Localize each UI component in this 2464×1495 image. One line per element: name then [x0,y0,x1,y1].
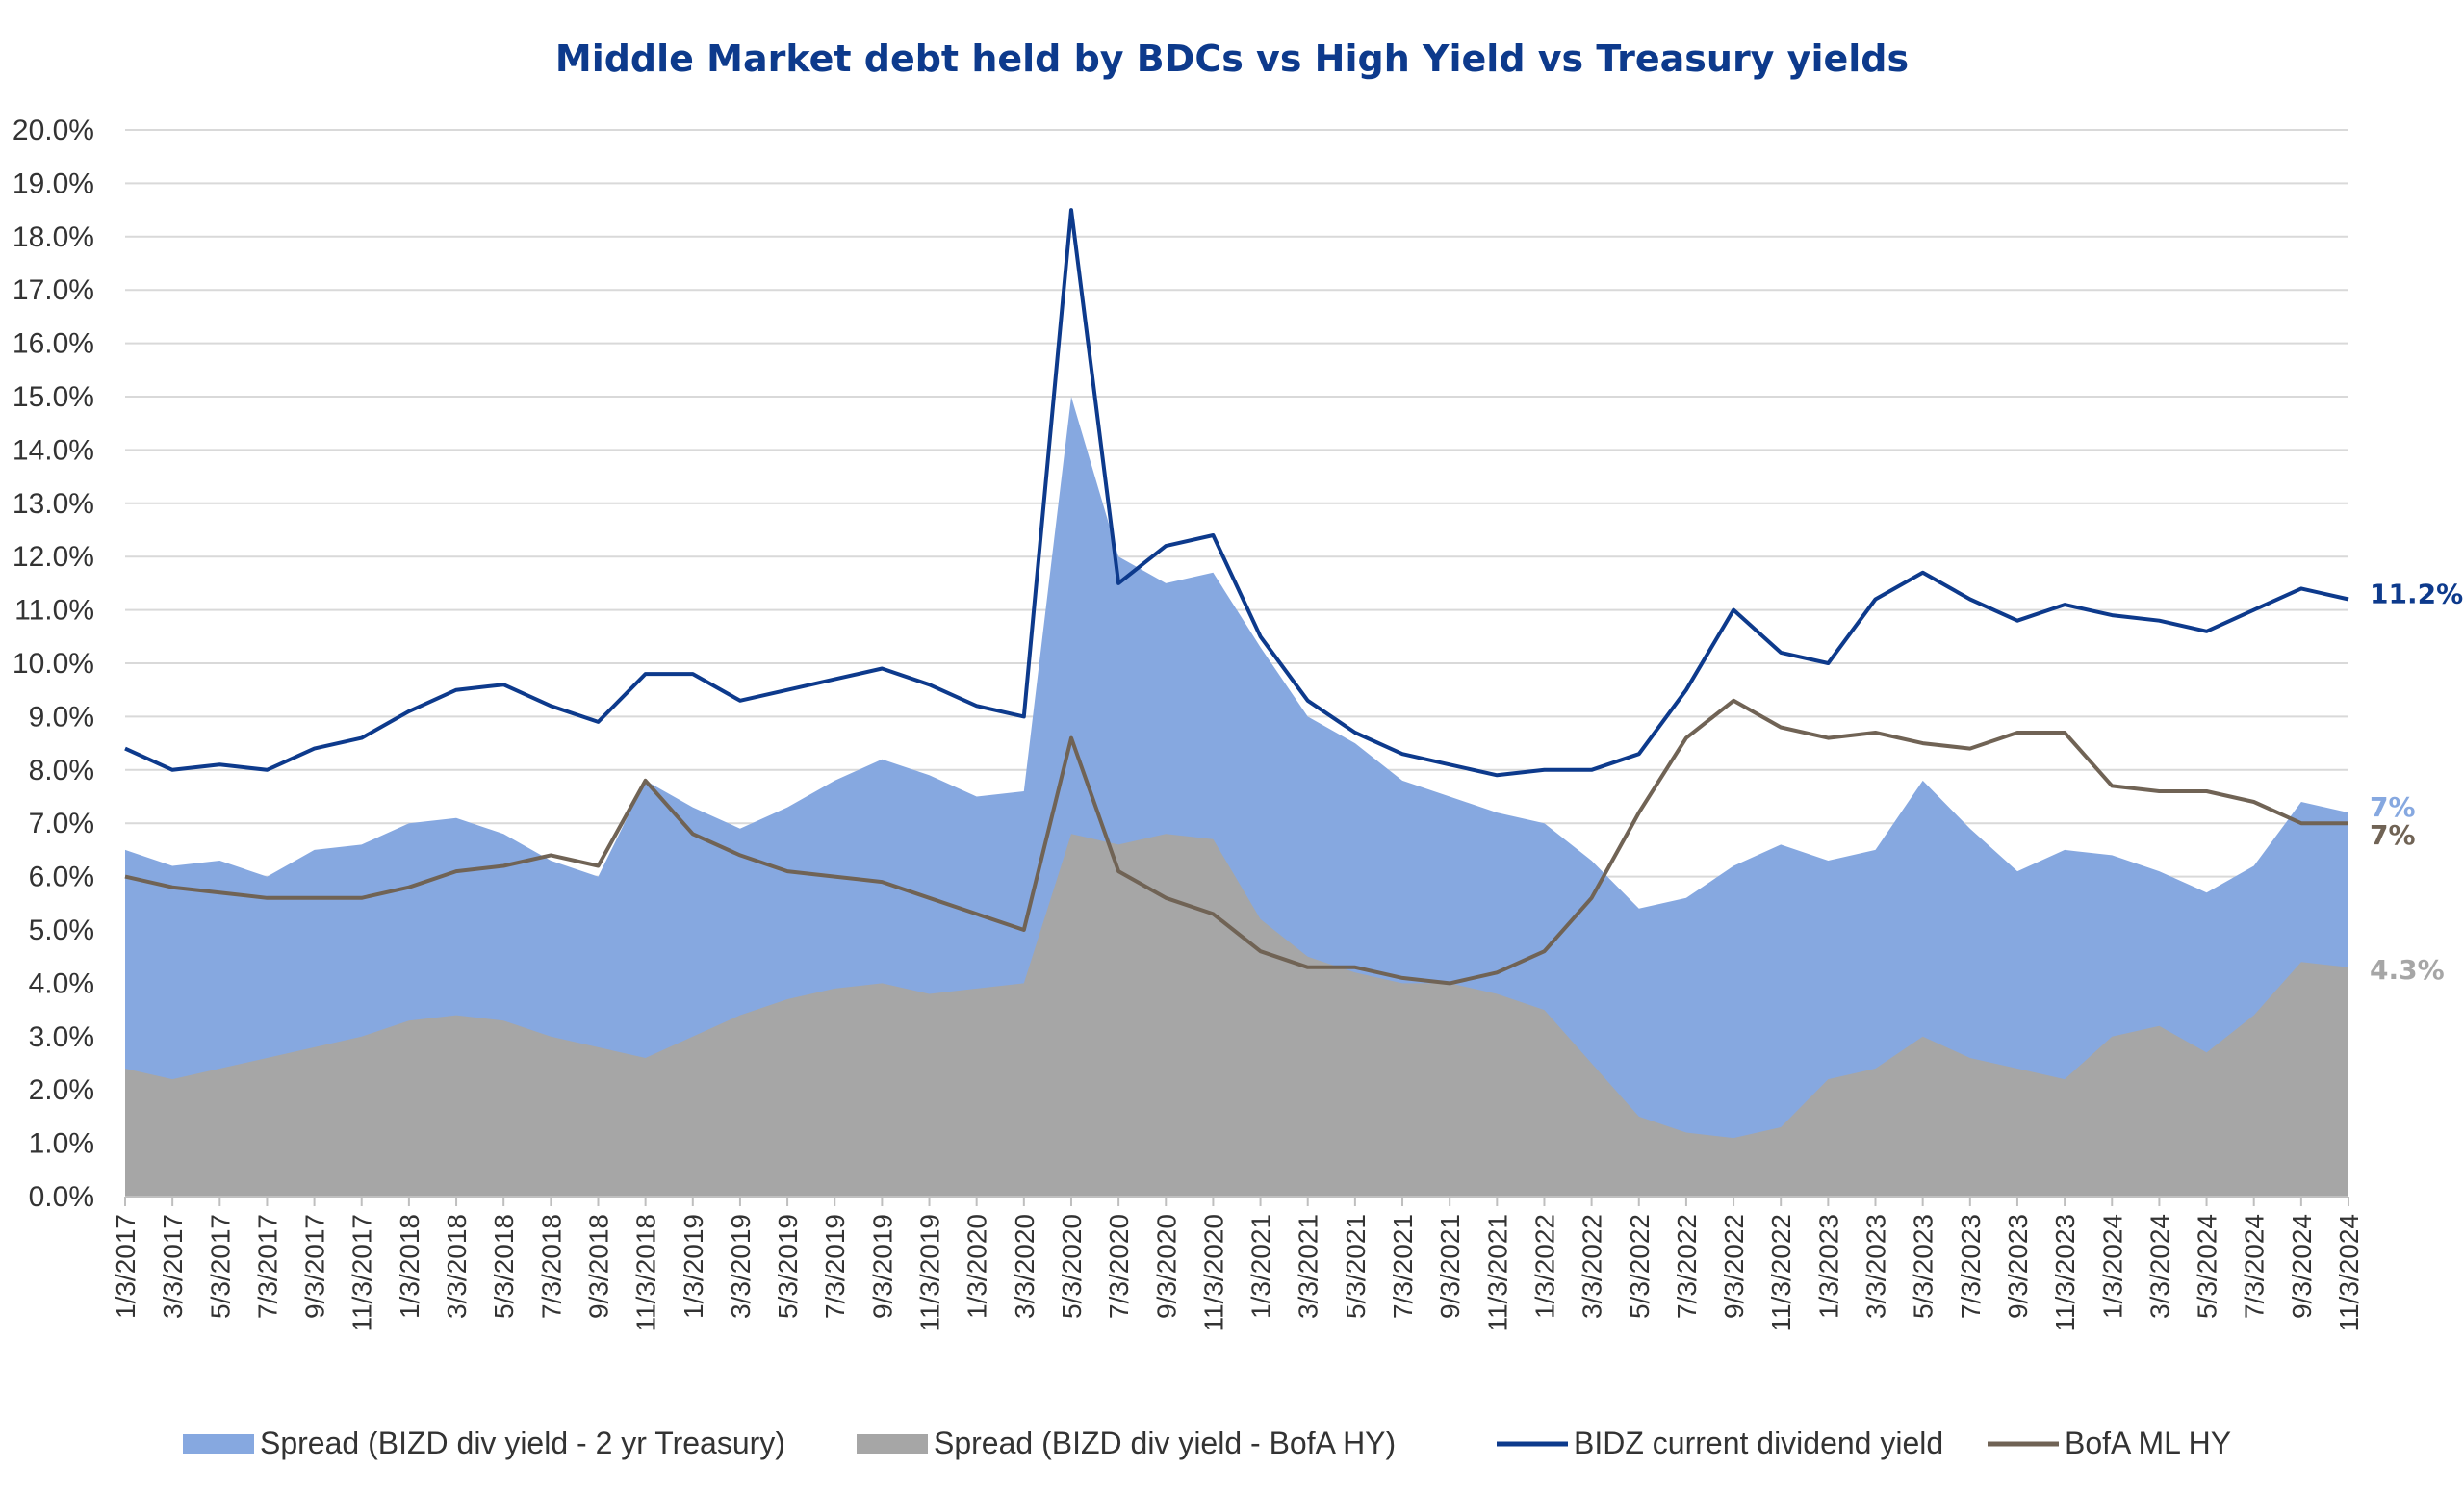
x-tick-label: 1/3/2021 [1246,1214,1276,1319]
x-tick-label: 5/3/2024 [2193,1214,2222,1319]
y-axis: 0.0% 1.0% 2.0% 3.0% 4.0% 5.0% 6.0% 7.0% 8.0% 9.0%… [13,115,94,1213]
y-tick-label: 3.0% [29,1021,94,1053]
x-tick-label: 5/3/2020 [1057,1214,1087,1319]
x-tick-label: 9/3/2024 [2287,1214,2317,1319]
y-tick-label: 2.0% [29,1074,94,1106]
x-tick-label: 11/3/2021 [1482,1214,1512,1332]
x-tick-label: 7/3/2020 [1104,1214,1134,1319]
y-tick-label: 6.0% [29,862,94,893]
line-series [124,208,2349,986]
x-tick-label: 9/3/2017 [300,1214,330,1319]
legend-label: Spread (BIZD div yield - 2 yr Treasury) [260,1426,785,1460]
x-tick-label: 3/3/2020 [1010,1214,1040,1319]
x-tick-label: 1/3/2022 [1529,1214,1559,1319]
series-end-label: 7% [2370,791,2416,823]
x-tick-label: 5/3/2022 [1625,1214,1655,1319]
x-tick-label: 9/3/2019 [867,1214,897,1319]
series-end-label: 7% [2370,819,2416,851]
x-tick-label: 1/3/2018 [395,1214,424,1319]
x-tick-label: 11/3/2024 [2334,1214,2364,1332]
legend: Spread (BIZD div yield - 2 yr Treasury) S… [183,1426,2231,1460]
x-tick-label: 3/3/2024 [2144,1214,2174,1319]
x-tick-label: 11/3/2023 [2050,1214,2080,1332]
y-tick-label: 17.0% [13,274,94,306]
y-tick-label: 14.0% [13,434,94,466]
area-series-mark [125,397,2348,1197]
x-tick-label: 11/3/2019 [915,1214,945,1332]
series-end-label: 11.2% [2370,579,2463,610]
x-tick-label: 11/3/2022 [1766,1214,1796,1332]
area-series [125,397,2348,1197]
legend-label: BofA ML HY [2065,1426,2231,1460]
y-tick-label: 18.0% [13,221,94,253]
x-axis: 1/3/2017 3/3/2017 5/3/2017 7/3/2017 9/3/2017… [111,1196,2364,1332]
line-series-mark [124,208,2349,778]
y-tick-label: 0.0% [29,1181,94,1213]
y-tick-label: 5.0% [29,915,94,946]
legend-label: Spread (BIZD div yield - BofA HY) [934,1426,1396,1460]
x-tick-label: 7/3/2022 [1672,1214,1702,1319]
x-tick-label: 1/3/2017 [111,1214,141,1319]
x-tick-label: 5/3/2017 [205,1214,235,1319]
x-tick-label: 1/3/2024 [2097,1214,2127,1319]
line-series-mark [124,698,2348,986]
x-tick-label: 9/3/2021 [1435,1214,1465,1319]
x-tick-label: 7/3/2019 [820,1214,850,1319]
legend-swatch [183,1434,254,1454]
y-tick-label: 15.0% [13,381,94,413]
end-labels: 7% 4.3% 11.2% 7% [2370,579,2463,986]
x-tick-label: 1/3/2023 [1813,1214,1843,1319]
x-tick-label: 7/3/2021 [1388,1214,1418,1319]
x-tick-label: 1/3/2020 [962,1214,992,1319]
x-tick-label: 3/3/2021 [1294,1214,1323,1319]
x-tick-label: 11/3/2017 [347,1214,377,1332]
y-tick-label: 1.0% [29,1128,94,1160]
x-tick-label: 9/3/2020 [1151,1214,1181,1319]
chart-title: Middle Market debt held by BDCs vs High … [555,38,1909,80]
y-tick-label: 20.0% [13,115,94,146]
x-tick-label: 3/3/2022 [1578,1214,1607,1319]
x-tick-label: 7/3/2018 [536,1214,566,1319]
y-tick-label: 9.0% [29,701,94,733]
y-tick-label: 16.0% [13,328,94,360]
x-tick-label: 7/3/2017 [252,1214,282,1319]
x-tick-label: 1/3/2019 [679,1214,708,1319]
x-tick-label: 9/3/2018 [583,1214,613,1319]
legend-label: BIDZ current dividend yield [1574,1426,1943,1460]
x-tick-label: 7/3/2024 [2240,1214,2270,1319]
x-tick-label: 9/3/2022 [1719,1214,1749,1319]
y-tick-label: 11.0% [14,595,94,627]
x-tick-label: 9/3/2023 [2003,1214,2033,1319]
area-series-mark [125,834,2348,1197]
x-tick-label: 5/3/2023 [1909,1214,1938,1319]
x-tick-label: 5/3/2021 [1341,1214,1371,1319]
y-tick-label: 8.0% [29,755,94,786]
x-tick-label: 3/3/2018 [442,1214,472,1319]
series-end-label: 4.3% [2370,954,2445,986]
y-tick-label: 4.0% [29,967,94,999]
x-tick-label: 7/3/2023 [1956,1214,1986,1319]
x-tick-label: 3/3/2023 [1861,1214,1891,1319]
legend-swatch [857,1434,928,1454]
x-tick-label: 3/3/2017 [158,1214,188,1319]
x-tick-label: 11/3/2018 [631,1214,661,1332]
x-tick-label: 3/3/2019 [726,1214,756,1319]
x-tick-label: 11/3/2020 [1198,1214,1228,1332]
x-tick-label: 5/3/2018 [489,1214,519,1319]
y-tick-label: 13.0% [13,488,94,520]
x-tick-label: 5/3/2019 [773,1214,803,1319]
y-tick-label: 12.0% [13,541,94,573]
y-tick-label: 7.0% [29,808,94,839]
y-tick-label: 10.0% [13,648,94,680]
y-tick-label: 19.0% [13,168,94,199]
